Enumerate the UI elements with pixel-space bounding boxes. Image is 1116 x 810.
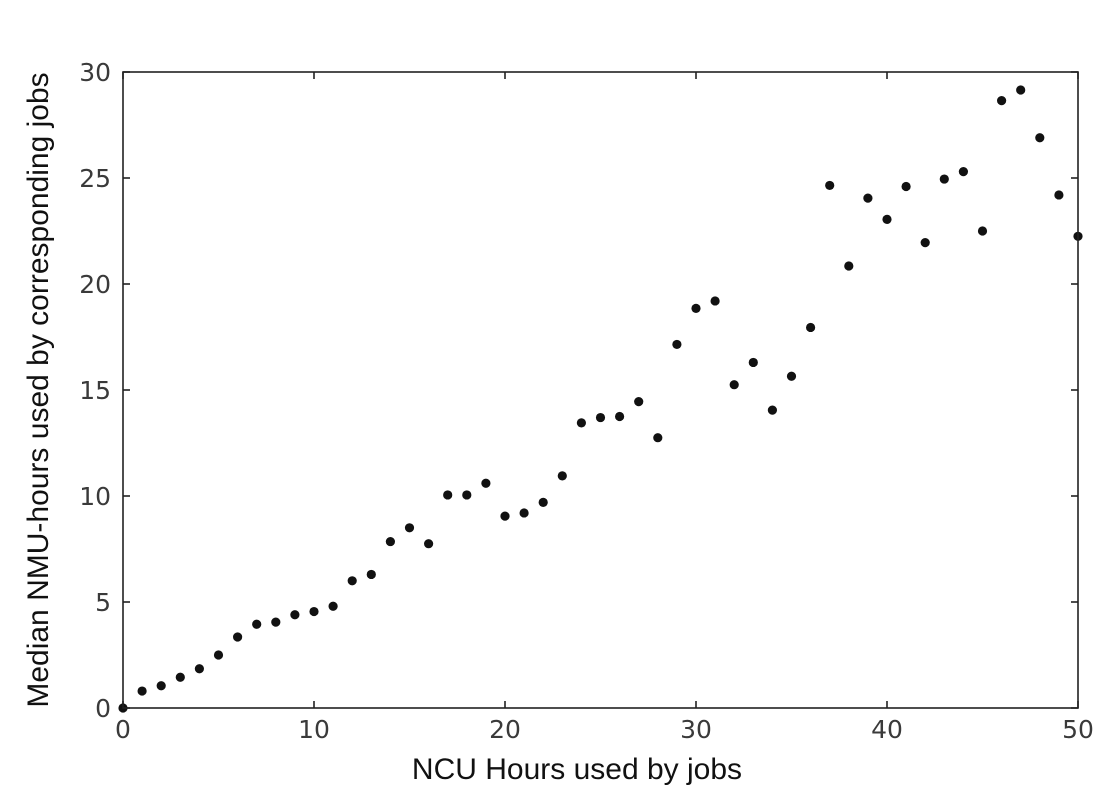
data-point-7 (252, 619, 262, 629)
data-point-10 (309, 606, 319, 617)
data-point-18 (462, 490, 472, 500)
data-point-46 (997, 96, 1007, 106)
y-tick-label-1: 5 (95, 588, 111, 617)
y-tick-label-3: 15 (79, 376, 111, 405)
y-axis-label: Median NMU-hours used by corresponding j… (22, 72, 55, 707)
data-point-28 (653, 433, 663, 443)
data-point-40 (882, 214, 892, 224)
data-point-22 (538, 497, 548, 507)
data-point-6 (233, 632, 243, 642)
data-point-19 (481, 478, 491, 488)
data-point-38 (844, 261, 854, 271)
data-point-4 (194, 664, 204, 674)
data-point-30 (691, 303, 701, 313)
data-point-5 (213, 650, 224, 660)
x-tick-label-0: 0 (115, 715, 131, 744)
data-point-39 (863, 193, 873, 203)
data-point-45 (977, 226, 988, 236)
y-tick-label-4: 20 (79, 270, 111, 299)
data-point-41 (901, 181, 911, 192)
data-point-25 (595, 412, 606, 423)
data-point-23 (557, 471, 567, 481)
x-tick-label-3: 30 (680, 715, 712, 744)
axis-ticks (122, 71, 1079, 709)
data-point-24 (576, 418, 587, 428)
y-tick-label-6: 30 (79, 58, 111, 87)
y-tick-label-5: 25 (79, 164, 111, 193)
data-point-2 (156, 681, 166, 691)
data-point-37 (825, 180, 835, 191)
data-point-43 (939, 174, 949, 184)
data-point-21 (519, 508, 529, 518)
data-point-44 (958, 167, 969, 177)
data-point-11 (328, 601, 338, 611)
data-point-29 (672, 339, 682, 350)
data-point-33 (748, 357, 758, 368)
data-point-27 (634, 397, 644, 407)
data-point-9 (290, 610, 300, 620)
data-point-26 (615, 411, 625, 422)
data-point-8 (271, 617, 281, 627)
data-point-31 (710, 296, 720, 306)
x-axis-label: NCU Hours used by jobs (412, 753, 742, 786)
data-point-35 (786, 371, 797, 381)
data-point-1 (137, 686, 147, 696)
x-tick-label-4: 40 (871, 715, 903, 744)
data-point-42 (920, 238, 930, 248)
data-point-20 (500, 511, 510, 521)
x-tick-label-1: 10 (298, 715, 330, 744)
data-point-36 (806, 322, 816, 333)
data-point-47 (1016, 85, 1026, 95)
data-point-13 (366, 569, 376, 580)
y-tick-label-0: 0 (95, 694, 111, 723)
data-point-48 (1035, 133, 1045, 143)
data-point-32 (729, 380, 739, 390)
data-point-15 (404, 523, 415, 533)
x-tick-label-5: 50 (1062, 715, 1094, 744)
x-tick-label-2: 20 (489, 715, 521, 744)
plot-frame (122, 71, 1079, 709)
data-point-34 (767, 405, 778, 415)
data-points (118, 85, 1083, 713)
data-point-12 (347, 576, 357, 586)
data-point-17 (443, 490, 453, 500)
data-point-49 (1054, 190, 1064, 200)
data-point-3 (175, 672, 185, 682)
tick-labels: 0 10 20 30 40 50 0 5 10 15 20 25 30 (79, 58, 1094, 744)
data-point-16 (424, 539, 434, 549)
y-tick-label-2: 10 (79, 482, 111, 511)
data-point-14 (385, 536, 395, 547)
